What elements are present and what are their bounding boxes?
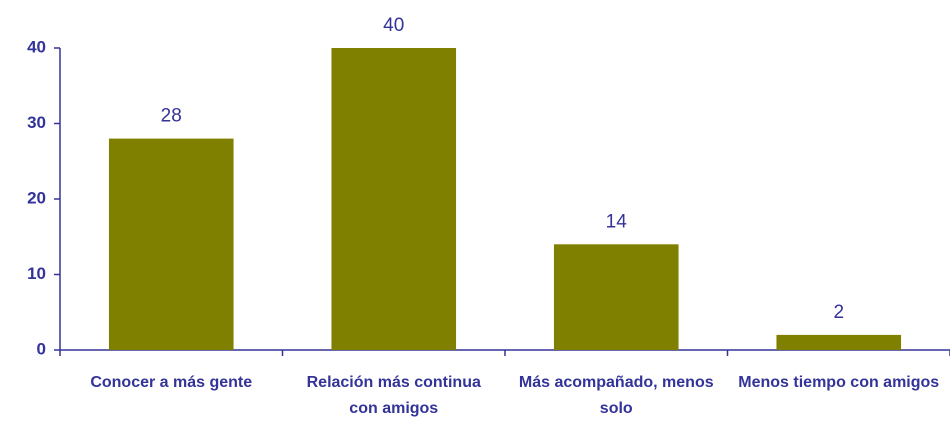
y-tick-label: 10 [27,264,46,283]
y-tick-label: 40 [27,37,46,56]
data-label: 28 [161,106,182,127]
y-tick-label: 30 [27,113,46,132]
bar [331,48,457,350]
data-label: 14 [606,211,628,232]
bar [553,244,679,350]
y-tick-label: 20 [27,188,46,207]
x-tick-label: Conocer a más gente [90,374,252,391]
x-tick-label: Más acompañado, menos solo [519,374,714,417]
y-tick-label: 0 [37,339,46,358]
data-label: 40 [383,15,404,36]
data-label: 2 [833,302,844,323]
x-tick-label: Menos tiempo con amigos [738,374,939,391]
bar [108,138,234,350]
x-tick-label: Relación más continua con amigos [307,374,481,417]
bar [776,334,902,350]
